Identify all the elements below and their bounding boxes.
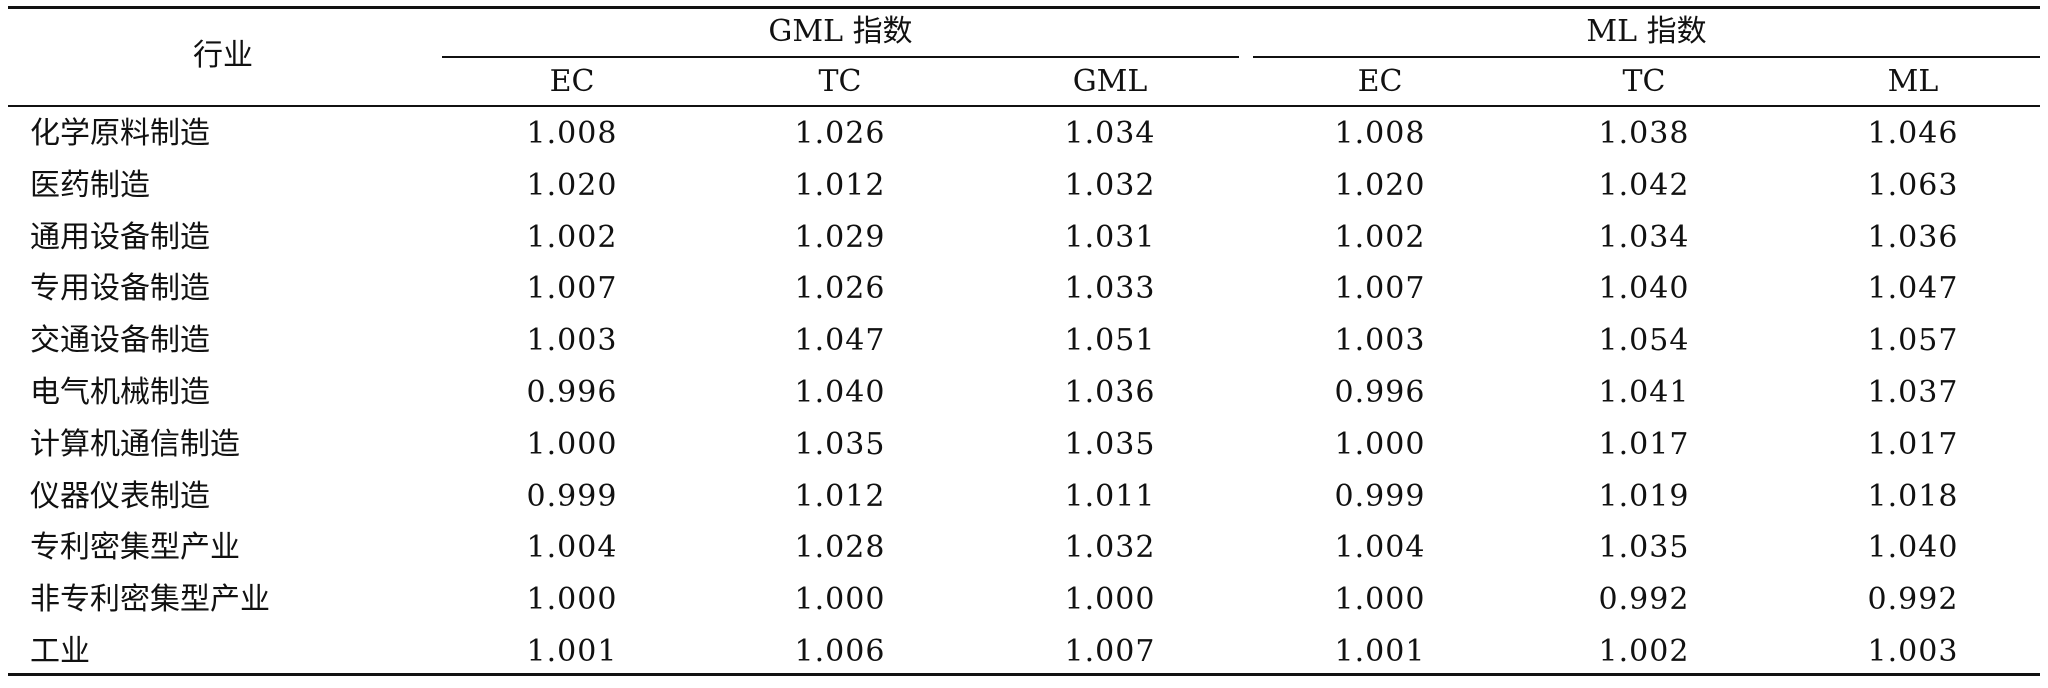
value-cell: 1.012 xyxy=(794,167,886,203)
value-cell: 1.020 xyxy=(1334,167,1426,203)
value-cell: 1.031 xyxy=(1064,219,1156,255)
value-cell: 1.034 xyxy=(1598,219,1690,255)
gml-ec-header: EC xyxy=(549,64,595,99)
value-cell: 1.000 xyxy=(794,582,886,618)
value-cell: 1.026 xyxy=(794,271,886,307)
ml-ec-header: EC xyxy=(1357,64,1403,99)
gml-header: GML xyxy=(1072,64,1148,99)
value-cell: 1.004 xyxy=(526,530,618,566)
value-cell: 0.999 xyxy=(526,478,618,514)
value-cell: 1.035 xyxy=(1598,530,1690,566)
industry-name: 专利密集型产业 xyxy=(30,530,240,566)
value-cell: 1.003 xyxy=(1334,323,1426,359)
industry-name: 医药制造 xyxy=(30,167,150,203)
value-cell: 1.054 xyxy=(1598,323,1690,359)
value-cell: 0.996 xyxy=(1334,375,1426,410)
value-cell: 1.057 xyxy=(1867,323,1959,359)
value-cell: 1.017 xyxy=(1598,426,1690,462)
value-cell: 1.051 xyxy=(1064,323,1156,359)
value-cell: 1.026 xyxy=(794,116,886,151)
value-cell: 1.063 xyxy=(1867,167,1959,203)
value-cell: 1.040 xyxy=(1867,530,1959,566)
value-cell: 1.007 xyxy=(1064,634,1156,669)
value-cell: 1.000 xyxy=(1334,426,1426,462)
value-cell: 0.999 xyxy=(1334,478,1426,514)
value-cell: 0.992 xyxy=(1867,582,1959,618)
value-cell: 1.002 xyxy=(1598,634,1690,669)
header-bottom-rule xyxy=(8,105,2040,107)
industry-name: 非专利密集型产业 xyxy=(30,582,270,618)
value-cell: 1.002 xyxy=(526,219,618,255)
ml-index-group-header: ML 指数 xyxy=(1586,14,1707,49)
value-cell: 1.019 xyxy=(1598,478,1690,514)
industry-name: 专用设备制造 xyxy=(30,271,210,307)
value-cell: 1.035 xyxy=(794,426,886,462)
industry-name: 通用设备制造 xyxy=(30,219,210,255)
value-cell: 1.047 xyxy=(1867,271,1959,307)
value-cell: 1.028 xyxy=(794,530,886,566)
value-cell: 1.035 xyxy=(1064,426,1156,462)
industry-name: 交通设备制造 xyxy=(30,323,210,359)
value-cell: 1.032 xyxy=(1064,530,1156,566)
value-cell: 1.046 xyxy=(1867,116,1959,151)
value-cell: 1.020 xyxy=(526,167,618,203)
industry-name: 电气机械制造 xyxy=(30,375,210,410)
table-bottom-rule xyxy=(8,673,2040,676)
gml-index-group-header: GML 指数 xyxy=(768,14,913,49)
value-cell: 1.032 xyxy=(1064,167,1156,203)
value-cell: 1.040 xyxy=(1598,271,1690,307)
gml-group-underline xyxy=(442,56,1239,58)
table-top-rule xyxy=(8,6,2040,9)
industry-name: 计算机通信制造 xyxy=(30,426,240,462)
value-cell: 1.007 xyxy=(1334,271,1426,307)
value-cell: 1.001 xyxy=(526,634,618,669)
value-cell: 1.003 xyxy=(526,323,618,359)
value-cell: 1.018 xyxy=(1867,478,1959,514)
value-cell: 1.000 xyxy=(526,582,618,618)
value-cell: 1.040 xyxy=(794,375,886,410)
value-cell: 1.012 xyxy=(794,478,886,514)
value-cell: 0.996 xyxy=(526,375,618,410)
value-cell: 1.003 xyxy=(1867,634,1959,669)
value-cell: 1.000 xyxy=(1334,582,1426,618)
value-cell: 1.011 xyxy=(1064,478,1156,514)
ml-tc-header: TC xyxy=(1622,64,1666,99)
industry-name: 化学原料制造 xyxy=(30,116,210,151)
value-cell: 1.008 xyxy=(1334,116,1426,151)
data-table: 行业 GML 指数 ML 指数 EC TC GML EC TC ML 化学原料制造 1.00… xyxy=(8,6,2040,676)
industry-name: 仪器仪表制造 xyxy=(30,478,210,514)
value-cell: 1.034 xyxy=(1064,116,1156,151)
value-cell: 1.004 xyxy=(1334,530,1426,566)
value-cell: 1.002 xyxy=(1334,219,1426,255)
value-cell: 1.047 xyxy=(794,323,886,359)
value-cell: 1.041 xyxy=(1598,375,1690,410)
ml-group-underline xyxy=(1253,56,2040,58)
industry-name: 工业 xyxy=(30,634,90,669)
gml-tc-header: TC xyxy=(818,64,862,99)
value-cell: 1.000 xyxy=(1064,582,1156,618)
value-cell: 1.033 xyxy=(1064,271,1156,307)
value-cell: 1.029 xyxy=(794,219,886,255)
value-cell: 1.037 xyxy=(1867,375,1959,410)
value-cell: 0.992 xyxy=(1598,582,1690,618)
value-cell: 1.007 xyxy=(526,271,618,307)
value-cell: 1.038 xyxy=(1598,116,1690,151)
value-cell: 1.036 xyxy=(1867,219,1959,255)
value-cell: 1.006 xyxy=(794,634,886,669)
value-cell: 1.036 xyxy=(1064,375,1156,410)
value-cell: 1.042 xyxy=(1598,167,1690,203)
value-cell: 1.001 xyxy=(1334,634,1426,669)
value-cell: 1.008 xyxy=(526,116,618,151)
ml-header: ML xyxy=(1887,64,1939,99)
value-cell: 1.000 xyxy=(526,426,618,462)
value-cell: 1.017 xyxy=(1867,426,1959,462)
industry-column-header: 行业 xyxy=(193,38,253,73)
